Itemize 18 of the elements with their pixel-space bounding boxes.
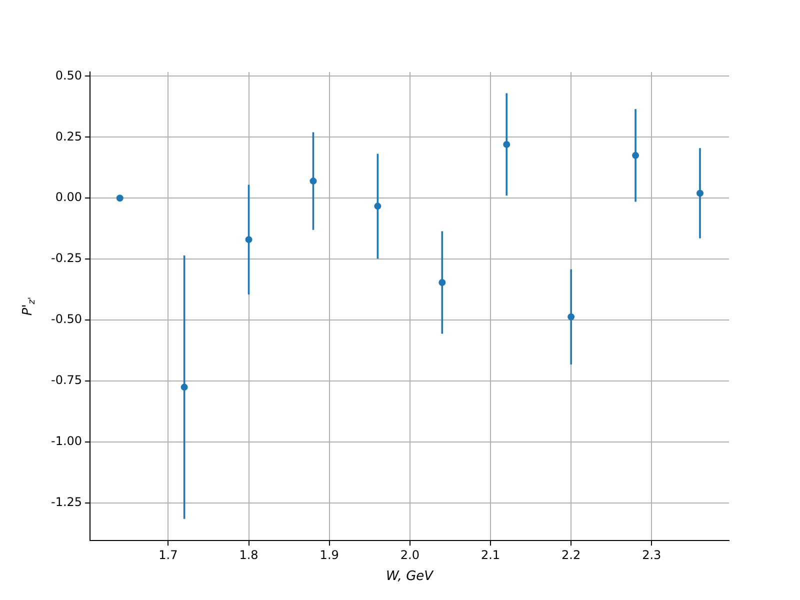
x-tick-label: 2.1 bbox=[480, 548, 500, 562]
y-axis-title: P'z' bbox=[20, 296, 38, 316]
y-tick-label: 0.50 bbox=[55, 68, 82, 82]
y-tick-label: -1.00 bbox=[50, 434, 82, 448]
y-tick-label: -1.25 bbox=[50, 495, 82, 510]
y-tick-label: -0.25 bbox=[50, 251, 82, 266]
x-tick-label: 2.3 bbox=[642, 548, 662, 562]
x-tick-label: 2.0 bbox=[400, 548, 420, 562]
x-axis-title: W, GeV bbox=[386, 568, 434, 584]
x-tick-label: 1.9 bbox=[320, 548, 339, 562]
x-tick-label: 1.7 bbox=[158, 548, 178, 562]
y-tick-label: -0.50 bbox=[50, 312, 82, 326]
x-tick-label: 1.8 bbox=[239, 548, 258, 562]
y-tick-label: 0.25 bbox=[55, 129, 82, 144]
y-tick-label: -0.75 bbox=[50, 373, 82, 388]
x-tick-label: 2.2 bbox=[562, 548, 581, 562]
y-tick-label: 0.00 bbox=[55, 190, 82, 204]
point bbox=[116, 194, 124, 202]
